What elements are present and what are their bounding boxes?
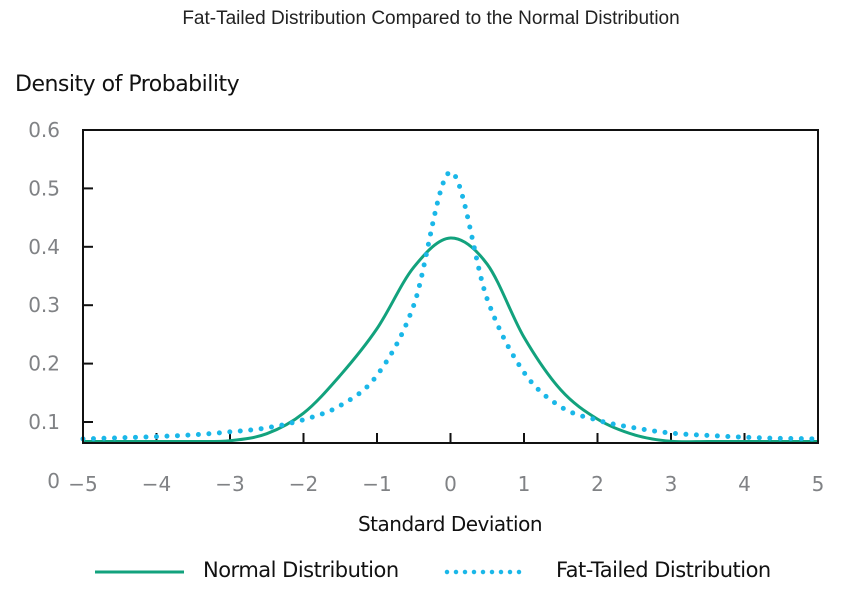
y-tick-label: 0.4	[28, 235, 60, 259]
y-axis-title: Density of Probability	[15, 72, 240, 97]
x-tick-label: 0	[444, 472, 457, 496]
x-tick-label: 2	[591, 472, 604, 496]
y-tick-label: 0.2	[28, 352, 60, 376]
x-axis-title: Standard Deviation	[357, 512, 543, 536]
y-tick-label: 0.1	[28, 410, 60, 434]
x-tick-label: 4	[738, 472, 751, 496]
x-tick-label: −3	[215, 472, 244, 496]
series-normal-distribution	[83, 236, 818, 444]
x-tick-label: 1	[518, 472, 531, 496]
legend: Normal Distribution Fat-Tailed Distribut…	[0, 556, 862, 590]
x-tick-label: 5	[812, 472, 825, 496]
x-tick-label: −1	[362, 472, 391, 496]
x-tick-label: −2	[289, 472, 318, 496]
y-tick-label: 0.6	[28, 118, 60, 142]
x-tick-label: 3	[665, 472, 678, 496]
legend-label-normal: Normal Distribution	[203, 558, 399, 582]
series-fat-tailed-distribution	[80, 169, 821, 442]
x-tick-label: −4	[142, 472, 171, 496]
y-tick-label: 0.5	[28, 176, 60, 200]
plot-frame	[82, 129, 819, 444]
chart-title: Fat-Tailed Distribution Compared to the …	[182, 8, 680, 29]
y-tick-label: 0	[47, 469, 60, 493]
x-tick-label: −5	[68, 472, 97, 496]
y-tick-label: 0.3	[28, 293, 60, 317]
legend-label-fat-tailed: Fat-Tailed Distribution	[556, 558, 771, 582]
